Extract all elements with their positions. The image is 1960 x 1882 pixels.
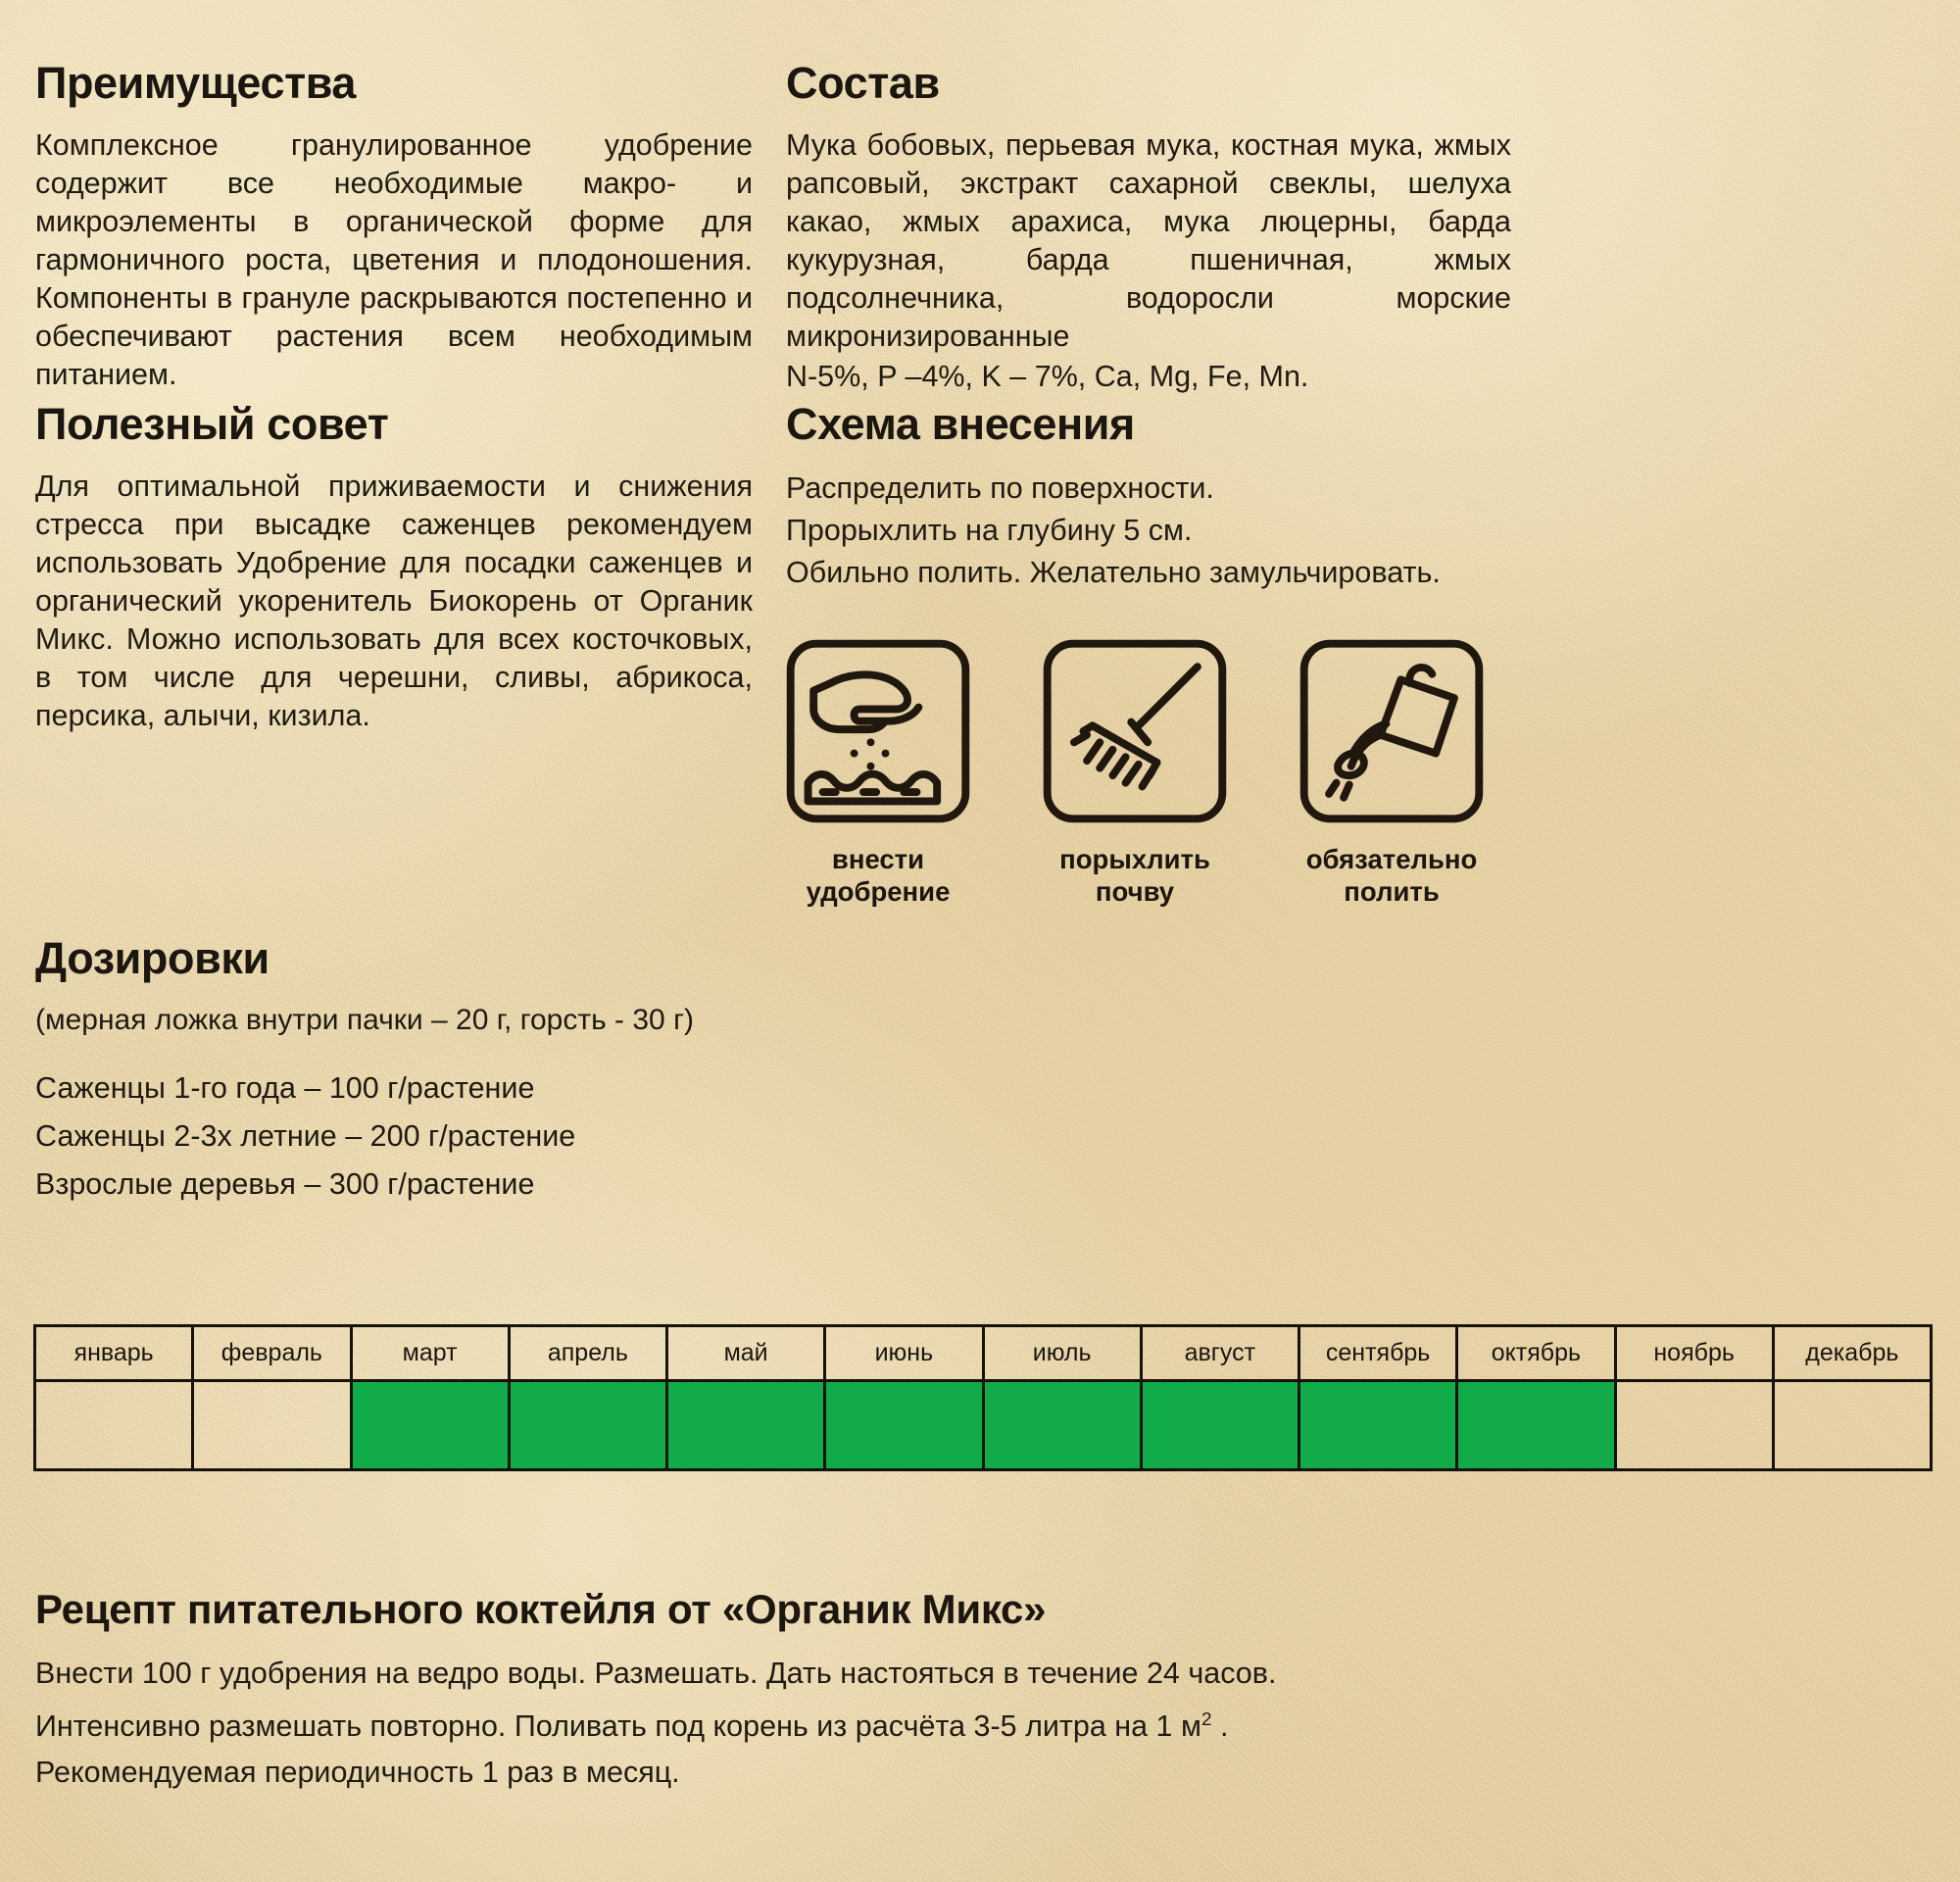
calendar-bar-apr — [507, 1379, 669, 1471]
hand-spreading-granules-icon — [786, 639, 970, 823]
calendar-bar-sep — [1297, 1379, 1459, 1471]
application-line-2: Прорыхлить на глубину 5 см. — [786, 514, 1193, 547]
application-months-calendar: январь февраль март апрель май июнь июль… — [32, 1324, 1934, 1471]
composition-title: Состав — [786, 58, 940, 108]
calendar-bar-nov — [1613, 1379, 1775, 1471]
calendar-bar-jul — [981, 1379, 1143, 1471]
dosage-line-1: Саженцы 1-го года – 100 г/растение — [35, 1071, 535, 1105]
composition-section: Состав Мука бобовых, перьевая мука, кост… — [786, 61, 1511, 396]
advantages-title: Преимущества — [35, 58, 357, 108]
recipe-line-2-text: Интенсивно размешать повторно. Поливать … — [35, 1709, 1229, 1744]
recipe-line-2: Интенсивно размешать повторно. Поливать … — [35, 1697, 1927, 1750]
calendar-month-jul: июль — [981, 1324, 1143, 1382]
recipe-line-3: Рекомендуемая периодичность 1 раз в меся… — [35, 1756, 680, 1790]
calendar-month-mar: март — [349, 1324, 511, 1382]
composition-npk: N-5%, P –4%, K – 7%, Ca, Mg, Fe, Mn. — [786, 360, 1309, 393]
calendar-month-may: май — [664, 1324, 827, 1382]
calendar-month-jun: июнь — [823, 1324, 985, 1382]
calendar-bar-may — [664, 1379, 827, 1471]
application-step-1-caption: внести удобрение — [806, 844, 951, 907]
calendar-month-aug: август — [1139, 1324, 1301, 1382]
calendar-bar-jun — [823, 1379, 985, 1471]
calendar-month-oct: октябрь — [1455, 1324, 1617, 1382]
composition-text: Мука бобовых, перьевая мука, костная мук… — [786, 128, 1511, 353]
application-step-2-caption: порыхлить почву — [1059, 844, 1210, 907]
application-line-1: Распределить по поверхности. — [786, 471, 1214, 505]
dosage-title: Дозировки — [35, 933, 270, 983]
calendar-bar-jan — [32, 1379, 195, 1471]
dosage-note: (мерная ложка внутри пачки – 20 г, горст… — [35, 1004, 695, 1036]
tip-text: Для оптимальной приживаемости и снижения… — [35, 470, 753, 732]
recipe-title: Рецепт питательного коктейля от «Органик… — [35, 1586, 1047, 1632]
application-icons-row: внести удобрение — [786, 639, 1511, 908]
calendar-month-sep: сентябрь — [1297, 1324, 1459, 1382]
calendar-month-dec: декабрь — [1771, 1324, 1934, 1382]
calendar-header-row: январь февраль март апрель май июнь июль… — [32, 1324, 1934, 1382]
application-step-3: обязательно полить — [1299, 639, 1484, 908]
calendar-month-jan: январь — [32, 1324, 195, 1382]
calendar-bar-oct — [1455, 1379, 1617, 1471]
calendar-month-feb: февраль — [191, 1324, 353, 1382]
calendar-bar-mar — [349, 1379, 511, 1471]
calendar-bar-dec — [1771, 1379, 1934, 1471]
application-step-3-caption: обязательно полить — [1305, 844, 1478, 907]
calendar-month-nov: ноябрь — [1613, 1324, 1775, 1382]
calendar-bar-aug — [1139, 1379, 1301, 1471]
rake-icon — [1043, 639, 1227, 823]
calendar-activity-row — [32, 1379, 1934, 1471]
dosage-line-3: Взрослые деревья – 300 г/растение — [35, 1167, 535, 1201]
dosage-section: Дозировки (мерная ложка внутри пачки – 2… — [35, 936, 753, 1209]
application-step-1: внести удобрение — [786, 639, 970, 908]
calendar-bar-feb — [191, 1379, 353, 1471]
tip-section: Полезный совет Для оптимальной приживаем… — [35, 402, 753, 735]
advantages-section: Преимущества Комплексное гранулированное… — [35, 61, 753, 394]
dosage-line-2: Саженцы 2-3х летние – 200 г/растение — [35, 1119, 576, 1153]
application-section: Схема внесения Распределить по поверхнос… — [786, 402, 1511, 908]
tip-title: Полезный совет — [35, 399, 389, 449]
application-step-2: порыхлить почву — [1043, 639, 1227, 908]
application-line-3: Обильно полить. Желательно замульчироват… — [786, 556, 1441, 589]
recipe-line-1: Внести 100 г удобрения на ведро воды. Ра… — [35, 1657, 1277, 1690]
advantages-text: Комплексное гранулированное удобрение со… — [35, 128, 753, 391]
recipe-section: Рецепт питательного коктейля от «Органик… — [35, 1586, 1927, 1796]
application-title: Схема внесения — [786, 399, 1135, 449]
calendar-month-apr: апрель — [507, 1324, 669, 1382]
watering-can-icon — [1299, 639, 1484, 823]
